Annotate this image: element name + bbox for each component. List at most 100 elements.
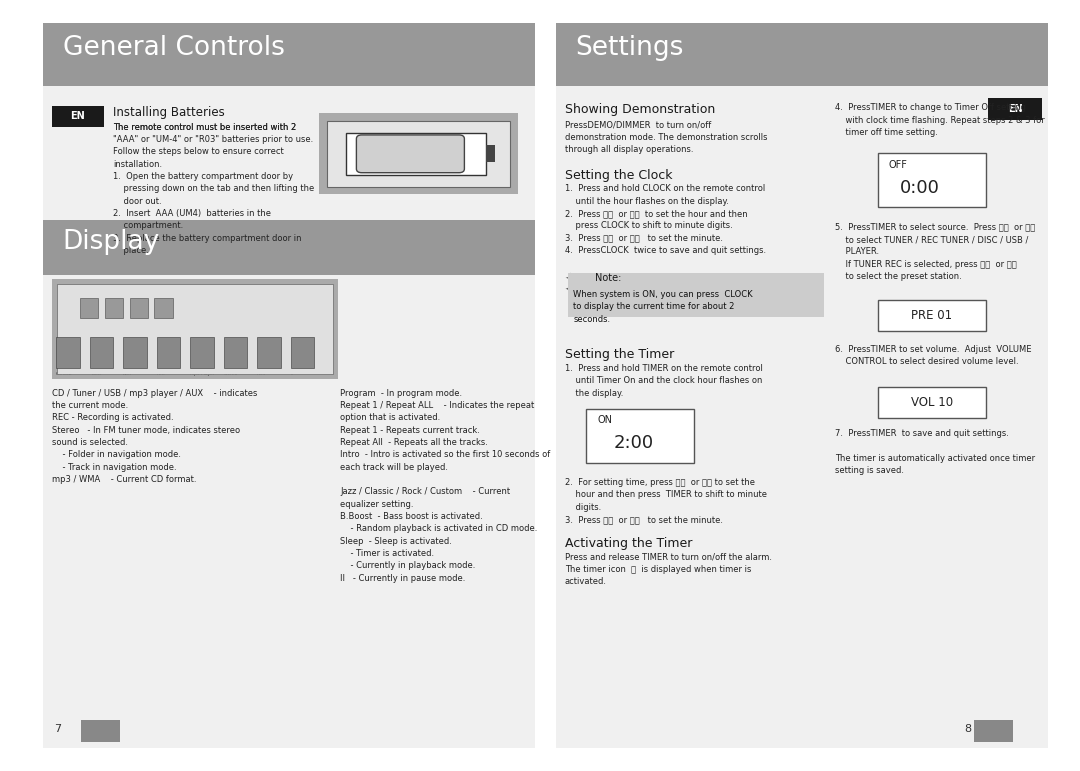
Text: 3.  Press ⏮⏮  or ⏭⏭   to set the minute.: 3. Press ⏮⏮ or ⏭⏭ to set the minute. [565, 234, 723, 243]
Text: the current mode.: the current mode. [52, 401, 129, 410]
Bar [52, 279, 338, 379]
Text: door out.: door out. [113, 197, 162, 206]
Text: 7: 7 [54, 724, 62, 733]
Text: Tuner: Tuner [90, 372, 102, 375]
Text: VOL 10: VOL 10 [910, 396, 954, 409]
Text: -: - [121, 302, 124, 311]
Text: mp3 Repeat 1 All Intro: mp3 Repeat 1 All Intro [157, 295, 212, 299]
Text: WMA Program B.Boost: WMA Program B.Boost [157, 304, 212, 308]
Bar [974, 720, 1013, 742]
Bar [154, 298, 173, 318]
Text: PressDEMO/DIMMER  to turn on/off: PressDEMO/DIMMER to turn on/off [565, 120, 711, 130]
Text: demonstration mode. The demonstration scrolls: demonstration mode. The demonstration sc… [565, 133, 767, 142]
Text: The timer icon  ⏰  is displayed when timer is: The timer icon ⏰ is displayed when timer… [565, 565, 752, 574]
Text: Showing Demonstration: Showing Demonstration [565, 103, 715, 116]
Text: 2:00: 2:00 [613, 434, 653, 452]
Bar [123, 337, 147, 368]
Bar [346, 133, 486, 175]
Text: pressing down on the tab and then lifting the: pressing down on the tab and then liftin… [113, 184, 314, 194]
Bar [80, 298, 98, 318]
Text: 6.  PressTIMER to set volume.  Adjust  VOLUME: 6. PressTIMER to set volume. Adjust VOLU… [835, 345, 1031, 354]
Bar [878, 387, 986, 418]
Text: REC - Recording is activated.: REC - Recording is activated. [52, 413, 174, 423]
Text: Stereo   - In FM tuner mode, indicates stereo: Stereo - In FM tuner mode, indicates ste… [52, 426, 240, 435]
Bar [486, 146, 495, 163]
Text: to select TUNER / REC TUNER / DISC / USB /: to select TUNER / REC TUNER / DISC / USB… [835, 235, 1028, 244]
Text: 2.  For setting time, press ⏮⏮  or ⏭⏭ to set the: 2. For setting time, press ⏮⏮ or ⏭⏭ to s… [565, 478, 755, 487]
Text: to display the current time for about 2: to display the current time for about 2 [573, 302, 734, 311]
Text: EN: EN [70, 112, 85, 121]
Text: - Folder in navigation mode.: - Folder in navigation mode. [52, 450, 180, 460]
Text: Program  - In program mode.: Program - In program mode. [340, 389, 462, 398]
Text: digits.: digits. [565, 503, 602, 512]
Text: each track will be played.: each track will be played. [340, 463, 448, 472]
Text: setting is saved.: setting is saved. [835, 466, 904, 476]
Bar [568, 273, 824, 317]
Text: until Timer On and the clock hour flashes on: until Timer On and the clock hour flashe… [565, 376, 762, 386]
Text: Note:: Note: [595, 273, 621, 283]
Bar [291, 337, 314, 368]
Text: - Track in navigation mode.: - Track in navigation mode. [52, 463, 176, 472]
Text: place.: place. [113, 246, 149, 255]
Text: 3.  Replace the battery compartment door in: 3. Replace the battery compartment door … [113, 234, 302, 243]
Text: 1.  Press and hold TIMER on the remote control: 1. Press and hold TIMER on the remote co… [565, 364, 762, 373]
Text: B.Boost  - Bass boost is activated.: B.Boost - Bass boost is activated. [340, 512, 483, 521]
Bar [157, 337, 180, 368]
Text: 2.  Press ⏮⏮  or ⏭⏭  to set the hour and then: 2. Press ⏮⏮ or ⏭⏭ to set the hour and th… [565, 209, 747, 218]
Text: equalizer setting.: equalizer setting. [340, 500, 414, 509]
Text: - Timer is activated.: - Timer is activated. [340, 549, 434, 558]
Bar [190, 337, 214, 368]
Text: Jazz / Classic / Rock / Custom    - Current: Jazz / Classic / Rock / Custom - Current [340, 487, 511, 497]
Bar [43, 23, 535, 748]
Text: RDS: RDS [257, 372, 266, 375]
Text: sound is selected.: sound is selected. [52, 438, 127, 447]
Text: 8: 8 [964, 724, 972, 733]
Text: CD / Tuner / USB / mp3 player / AUX    - indicates: CD / Tuner / USB / mp3 player / AUX - in… [52, 389, 257, 398]
Text: Intro  - Intro is activated so the first 10 seconds of: Intro - Intro is activated so the first … [340, 450, 551, 460]
Bar [90, 337, 113, 368]
Text: 1.  Open the battery compartment door by: 1. Open the battery compartment door by [113, 172, 294, 181]
Text: AUX: AUX [123, 372, 132, 375]
Text: Display: Display [63, 229, 160, 255]
Text: Stereo: Stereo [224, 372, 238, 375]
Text: EN: EN [1008, 104, 1023, 113]
Bar [57, 284, 333, 374]
Bar [56, 337, 80, 368]
Text: press CLOCK to shift to minute digits.: press CLOCK to shift to minute digits. [565, 221, 732, 231]
Text: Installing Batteries: Installing Batteries [113, 106, 225, 119]
Bar [319, 113, 518, 194]
Text: the display.: the display. [565, 389, 623, 398]
Bar [105, 298, 123, 318]
Bar [43, 23, 535, 86]
FancyBboxPatch shape [356, 135, 464, 173]
Text: General Controls: General Controls [63, 35, 284, 61]
Bar [556, 23, 1048, 748]
Text: Activating the Timer: Activating the Timer [565, 537, 692, 550]
Text: When system is ON, you can press  CLOCK: When system is ON, you can press CLOCK [573, 290, 753, 299]
Bar [878, 153, 986, 207]
Text: timer off time setting.: timer off time setting. [835, 128, 937, 137]
Text: mp3 Player: mp3 Player [190, 372, 215, 375]
Text: 0:00: 0:00 [900, 179, 940, 197]
Bar [988, 98, 1042, 120]
Bar [43, 220, 535, 275]
Text: Sleep  - Sleep is activated.: Sleep - Sleep is activated. [340, 537, 453, 546]
Bar [257, 337, 281, 368]
Text: Repeat 1 - Repeats current track.: Repeat 1 - Repeats current track. [340, 426, 481, 435]
Text: 5.  PressTIMER to select source.  Press ⏮⏮  or ⏭⏭: 5. PressTIMER to select source. Press ⏮⏮… [835, 223, 1035, 232]
Text: The remote control must be inserted with 2: The remote control must be inserted with… [113, 123, 297, 132]
Text: 2.  Insert  AAA (UM4)  batteries in the: 2. Insert AAA (UM4) batteries in the [113, 209, 271, 218]
Text: Repeat 1 / Repeat ALL    - Indicates the repeat: Repeat 1 / Repeat ALL - Indicates the re… [340, 401, 535, 410]
Bar [224, 337, 247, 368]
Bar [327, 121, 510, 187]
Text: PRE 01: PRE 01 [912, 309, 953, 322]
Bar [556, 23, 1048, 86]
Text: activated.: activated. [565, 577, 607, 587]
Text: "AAA" or "UM-4" or "R03" batteries prior to use.: "AAA" or "UM-4" or "R03" batteries prior… [113, 135, 313, 144]
Text: If TUNER REC is selected, press ⏮⏮  or ⏭⏭: If TUNER REC is selected, press ⏮⏮ or ⏭⏭ [835, 260, 1016, 269]
Text: ✦: ✦ [565, 284, 575, 295]
Text: - Random playback is activated in CD mode.: - Random playback is activated in CD mod… [340, 524, 538, 534]
Text: Press and release TIMER to turn on/off the alarm.: Press and release TIMER to turn on/off t… [565, 553, 772, 562]
Text: /: / [606, 453, 609, 463]
Text: REC: REC [157, 372, 165, 375]
